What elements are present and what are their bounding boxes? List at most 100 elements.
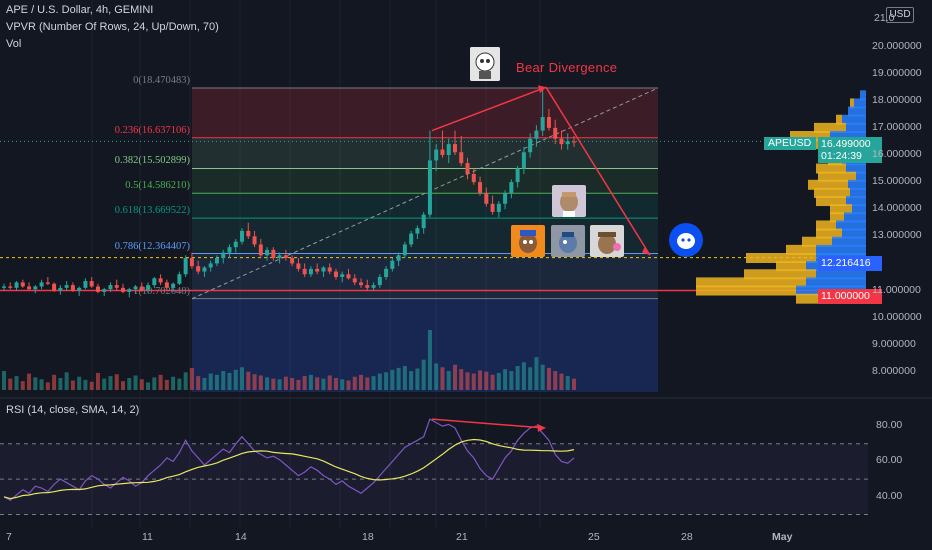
volume-legend[interactable]: Vol	[6, 38, 22, 50]
candle-body	[496, 203, 501, 212]
volume-bar	[302, 376, 307, 390]
volume-bar	[133, 375, 138, 390]
candle-body	[70, 285, 75, 291]
volume-bar	[202, 378, 207, 390]
vpvr-up-bar	[846, 196, 866, 207]
volume-bar	[484, 371, 489, 390]
volume-bar	[227, 372, 232, 390]
candle-body	[340, 274, 345, 277]
fib-zone	[192, 168, 658, 194]
candle-body	[546, 117, 551, 128]
volume-bar	[346, 380, 351, 390]
candle-body	[114, 285, 119, 288]
volume-bar	[8, 378, 13, 390]
candle-body	[208, 263, 213, 268]
candle-body	[83, 281, 88, 288]
vpvr-down-bar	[830, 204, 852, 215]
candle-body	[521, 152, 526, 169]
vpvr-up-bar	[816, 244, 866, 255]
rsi-legend[interactable]: RSI (14, close, SMA, 14, 2)	[6, 404, 140, 416]
rsi-sma-line	[3, 438, 575, 500]
candle-body	[384, 268, 389, 277]
candle-body	[434, 149, 439, 161]
candle-body	[265, 249, 270, 256]
candle-body	[302, 268, 307, 275]
volume-bar	[446, 371, 451, 390]
vpvr-up-bar	[842, 228, 866, 239]
y-axis-tick: 17.000000	[872, 120, 922, 133]
vpvr-down-bar	[808, 179, 848, 190]
vpvr-down-bar	[850, 98, 854, 109]
candle-body	[58, 287, 63, 291]
y-axis-tick: 14.000000	[872, 202, 922, 215]
candle-body	[540, 117, 545, 131]
x-axis-tick: 7	[6, 531, 12, 543]
candle-body	[20, 282, 25, 287]
volume-bar	[27, 373, 32, 390]
vpvr-up-bar	[830, 131, 866, 141]
y-axis-tick: 16.000000	[872, 147, 922, 160]
volume-bar	[152, 377, 157, 390]
fib-label: 0.618(13.669522)	[114, 205, 190, 217]
volume-bar	[534, 357, 539, 390]
candle-body	[171, 283, 176, 288]
volume-bar	[240, 367, 245, 390]
fib-label: 1(10.702648)	[133, 285, 190, 297]
vpvr-up-bar	[844, 212, 866, 223]
hline-price-tag: 12.216416	[818, 256, 882, 271]
volume-bar	[52, 374, 57, 390]
volume-bar	[315, 377, 320, 390]
candle-body	[64, 285, 69, 288]
volume-bar	[340, 379, 345, 390]
vpvr-down-bar	[818, 171, 856, 182]
candle-body	[33, 286, 38, 290]
candle-body	[490, 203, 495, 212]
volume-bars	[2, 330, 576, 390]
fib-label: 0.382(15.502899)	[114, 155, 190, 167]
candle-body	[39, 282, 44, 287]
volume-bar	[233, 369, 238, 390]
vpvr-down-bar	[776, 261, 806, 272]
symbol-tag: APEUSD	[764, 137, 816, 150]
volume-bar	[546, 367, 551, 390]
candle-body	[402, 244, 407, 256]
volume-bar	[559, 373, 564, 390]
candle-body	[421, 214, 426, 229]
candle-body	[446, 144, 451, 155]
y-axis-tick: 8.000000	[872, 364, 916, 377]
candle-body	[333, 271, 338, 277]
candle-body	[271, 249, 276, 258]
volume-bar	[384, 372, 389, 390]
vpvr-up-bar	[848, 106, 866, 117]
candle-body	[14, 282, 19, 288]
fib-zone	[192, 137, 658, 169]
y-axis-tick: 20.000000	[872, 39, 922, 52]
vpvr-legend[interactable]: VPVR (Number Of Rows, 24, Up/Down, 70)	[6, 21, 219, 33]
volume-bar	[390, 369, 395, 390]
candle-body	[515, 168, 520, 183]
y-axis-tick: 10.000000	[872, 310, 922, 323]
x-axis-tick: May	[772, 531, 793, 543]
vpvr-down-bar	[816, 196, 846, 207]
last-price-tag: APEUSD 16.499000 01:24:39	[764, 137, 882, 163]
vpvr-up-bar	[806, 277, 866, 288]
volume-bar	[402, 366, 407, 390]
candle-body	[371, 285, 376, 288]
candle-body	[283, 255, 288, 258]
volume-bar	[177, 378, 182, 390]
rsi-divergence-arrowhead	[537, 423, 546, 432]
currency-badge[interactable]: USD	[886, 7, 914, 23]
volume-bar	[352, 376, 357, 390]
vpvr-down-bar	[816, 228, 842, 239]
vpvr-down-bar	[816, 163, 846, 174]
volume-bar	[327, 375, 332, 390]
volume-bar	[396, 367, 401, 390]
x-axis-tick: 25	[588, 531, 600, 543]
candle-body	[183, 258, 188, 275]
volume-bar	[371, 376, 376, 390]
fib-zone	[192, 253, 658, 299]
volume-bar	[290, 378, 295, 390]
candle-body	[240, 230, 245, 242]
volume-bar	[321, 378, 326, 390]
